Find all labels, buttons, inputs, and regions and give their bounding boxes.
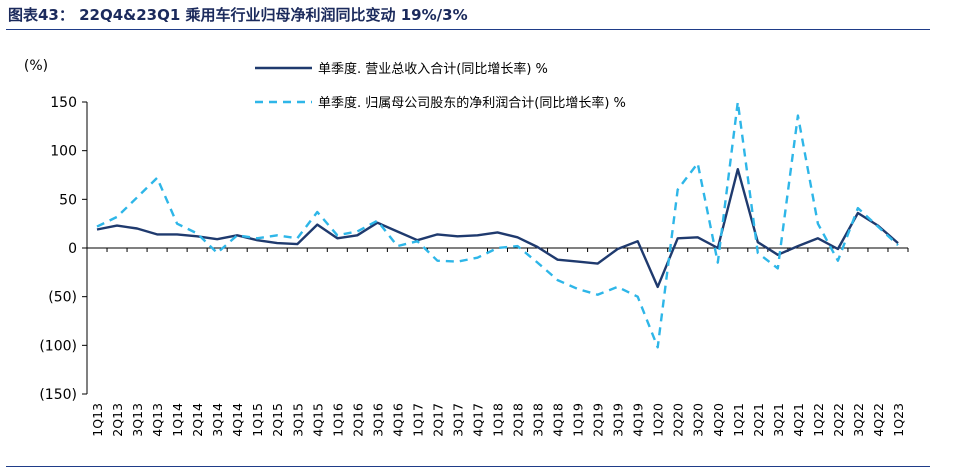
x-tick-label: 2Q18 xyxy=(511,403,526,437)
x-tick-label: 3Q17 xyxy=(450,403,465,437)
series-line-2 xyxy=(96,100,899,349)
x-tick-label: 3Q15 xyxy=(290,403,305,437)
y-tick-label: (50) xyxy=(48,290,77,306)
x-tick-label: 1Q16 xyxy=(330,403,345,437)
x-tick-label: 2Q15 xyxy=(270,403,285,437)
y-tick-label: 0 xyxy=(68,241,77,257)
x-tick-label: 3Q22 xyxy=(851,403,866,437)
x-tick-label: 1Q23 xyxy=(891,403,906,437)
x-tick-label: 3Q13 xyxy=(130,403,145,437)
x-tick-label: 3Q16 xyxy=(370,403,385,437)
x-tick-label: 4Q21 xyxy=(791,403,806,437)
y-tick-label: 100 xyxy=(50,144,77,160)
series-line-1 xyxy=(96,167,899,289)
x-tick-label: 3Q14 xyxy=(210,403,225,437)
y-axis-label: (%) xyxy=(24,58,48,74)
y-tick-label: (150) xyxy=(39,387,77,403)
y-tick-label: 50 xyxy=(59,192,77,208)
x-tick-label: 2Q22 xyxy=(831,403,846,437)
x-tick-label: 2Q20 xyxy=(671,403,686,437)
y-tick-label: 150 xyxy=(50,95,77,111)
legend-label-2: 单季度. 归属母公司股东的净利润合计(同比增长率) % xyxy=(318,95,626,111)
y-tick-label: (100) xyxy=(39,338,77,354)
x-tick-label: 1Q21 xyxy=(731,403,746,437)
x-tick-label: 2Q21 xyxy=(751,403,766,437)
line-chart: (%) 单季度. 营业总收入合计(同比增长率) % 单季度. 归属母公司股东的净利… xyxy=(24,58,909,437)
legend-label-1: 单季度. 营业总收入合计(同比增长率) % xyxy=(318,61,548,77)
chart-title: 图表43： 22Q4&23Q1 乘用车行业归母净利润同比变动 19%/3% xyxy=(8,6,468,24)
x-tick-label: 1Q20 xyxy=(651,403,666,437)
x-tick-label: 4Q15 xyxy=(310,403,325,437)
x-tick-label: 4Q14 xyxy=(230,403,245,437)
legend: 单季度. 营业总收入合计(同比增长率) % 单季度. 归属母公司股东的净利润合计(… xyxy=(255,61,626,111)
x-tick-label: 3Q18 xyxy=(531,403,546,437)
x-tick-label: 4Q17 xyxy=(470,403,485,437)
x-tick-label: 1Q15 xyxy=(250,403,265,437)
x-tick-label: 4Q20 xyxy=(711,403,726,437)
title-rule xyxy=(6,29,930,30)
x-tick-label: 4Q16 xyxy=(390,403,405,437)
x-tick-label: 3Q21 xyxy=(771,403,786,437)
x-tick-label: 2Q14 xyxy=(190,403,205,437)
x-tick-label: 2Q19 xyxy=(591,403,606,437)
x-tick-label: 1Q19 xyxy=(571,403,586,437)
x-tick-label: 1Q22 xyxy=(811,403,826,437)
x-tick-label: 2Q17 xyxy=(430,403,445,437)
x-tick-label: 4Q18 xyxy=(551,403,566,437)
x-tick-label: 4Q22 xyxy=(871,403,886,437)
x-tick-label: 1Q18 xyxy=(491,403,506,437)
x-tick-label: 3Q19 xyxy=(611,403,626,437)
x-tick-label: 1Q13 xyxy=(90,403,105,437)
x-tick-label: 4Q13 xyxy=(150,403,165,437)
x-tick-label: 2Q13 xyxy=(110,403,125,437)
plot-area: 150 100 50 0 (50) (100) (150) 1Q13 2Q13 3Q13 4Q13 1… xyxy=(39,95,909,437)
x-tick-label: 1Q17 xyxy=(410,403,425,437)
x-tick-label: 3Q20 xyxy=(691,403,706,437)
x-tick-label: 1Q14 xyxy=(170,403,185,437)
x-tick-label: 4Q19 xyxy=(631,403,646,437)
footer-rule xyxy=(6,466,930,467)
x-tick-label: 2Q16 xyxy=(350,403,365,437)
